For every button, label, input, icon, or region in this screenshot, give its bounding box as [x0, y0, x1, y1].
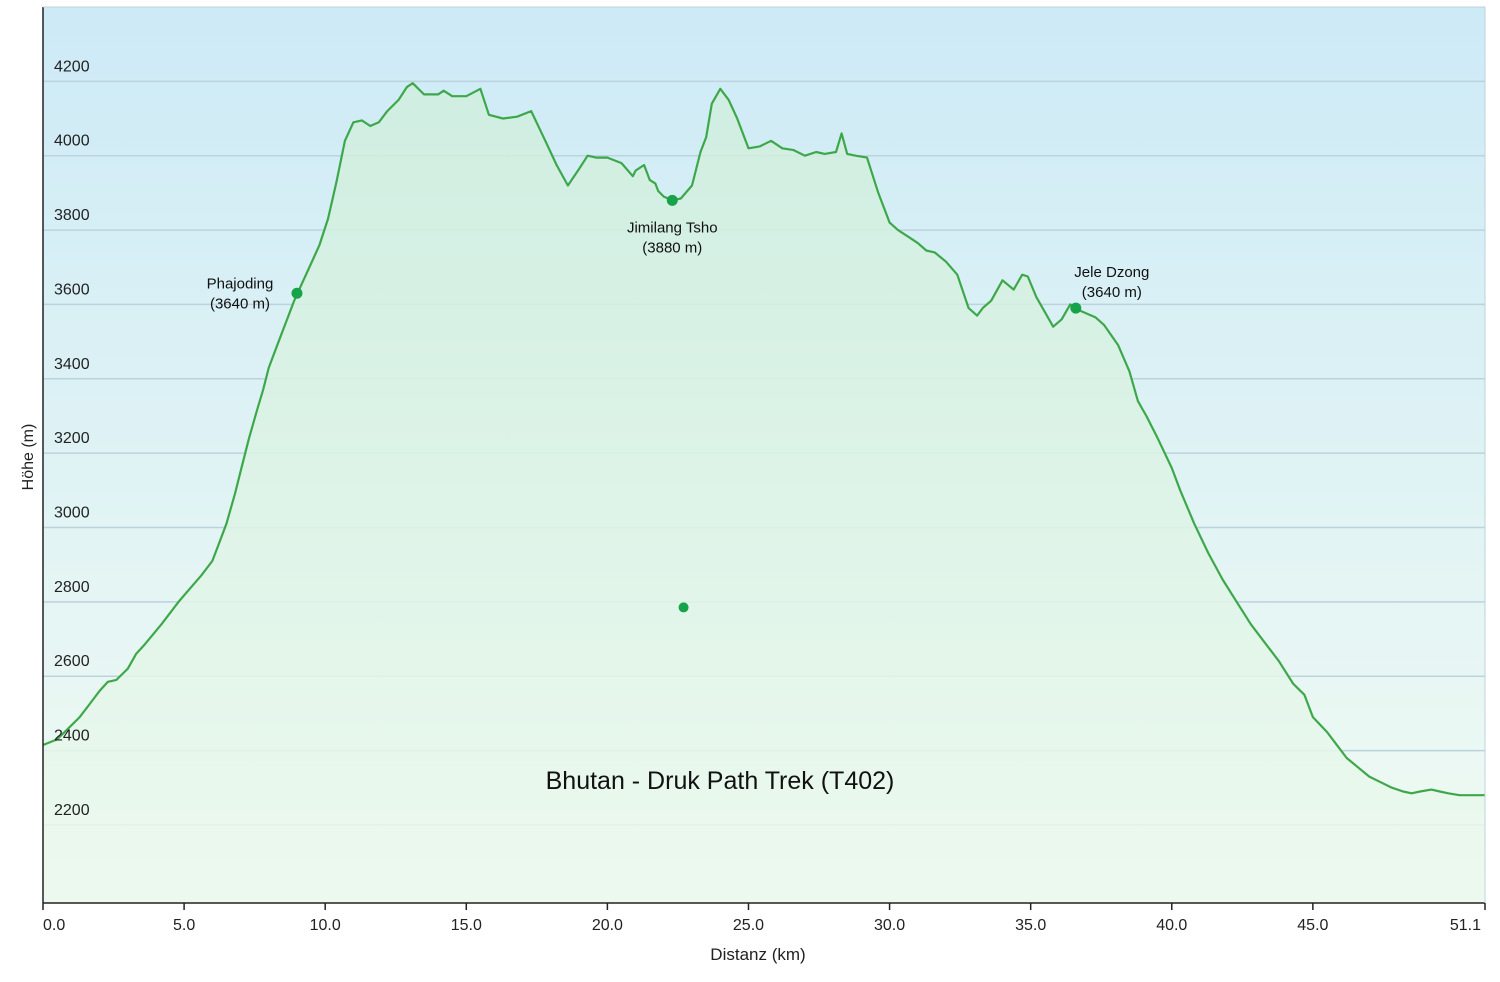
x-tick-label: 45.0	[1297, 917, 1328, 934]
waypoint-elevation: (3640 m)	[1082, 284, 1142, 301]
waypoint-name: Phajoding	[207, 275, 274, 292]
waypoint-annotations: Phajoding (3640 m) Jimilang Tsho (3880 m) Je…	[207, 194, 1149, 314]
x-tick-label: 20.0	[592, 917, 623, 934]
y-tick-label: 2200	[54, 802, 90, 819]
x-tick-label: 5.0	[173, 917, 195, 934]
x-tick-label: 30.0	[874, 917, 905, 934]
x-tick-label: 25.0	[733, 917, 764, 934]
y-tick-label: 2400	[54, 728, 90, 745]
y-axis-label: Höhe (m)	[20, 424, 37, 491]
waypoint-marker	[291, 287, 303, 299]
x-axis-label: Distanz (km)	[710, 945, 805, 964]
y-tick-label: 3400	[54, 356, 90, 373]
y-axis-ticks: 2200 2400 2600 2800 3000 3200 3400 3600 3800 4000…	[54, 58, 90, 819]
y-tick-label: 3800	[54, 207, 90, 224]
waypoint-marker	[1070, 302, 1082, 314]
waypoint-name: Jimilang Tsho	[627, 219, 718, 236]
chart-title: Bhutan - Druk Path Trek (T402)	[546, 767, 895, 795]
x-tick-label: 51.1	[1450, 917, 1481, 934]
waypoint-elevation: (3880 m)	[642, 239, 702, 256]
stray-data-point	[678, 602, 689, 613]
y-tick-label: 3600	[54, 281, 90, 298]
x-tick-label: 15.0	[451, 917, 482, 934]
y-tick-label: 2600	[54, 653, 90, 670]
x-tick-label: 10.0	[310, 917, 341, 934]
x-tick-label: 40.0	[1156, 917, 1187, 934]
y-tick-label: 2800	[54, 579, 90, 596]
y-tick-label: 4000	[54, 133, 90, 150]
elevation-area	[43, 83, 1485, 903]
y-tick-label: 3200	[54, 430, 90, 447]
x-axis-ticks: 0.0 5.0 10.0 15.0 20.0 25.0 30.0 35.0 40.0 45.0 51…	[42, 903, 1486, 934]
waypoint-marker	[666, 194, 678, 206]
x-tick-label: 0.0	[43, 917, 65, 934]
x-tick-label: 35.0	[1015, 917, 1046, 934]
y-tick-label: 3000	[54, 504, 90, 521]
waypoint-name: Jele Dzong	[1074, 264, 1149, 281]
waypoint-elevation: (3640 m)	[210, 295, 270, 312]
elevation-line	[42, 82, 1485, 797]
y-tick-label: 4200	[54, 58, 90, 75]
